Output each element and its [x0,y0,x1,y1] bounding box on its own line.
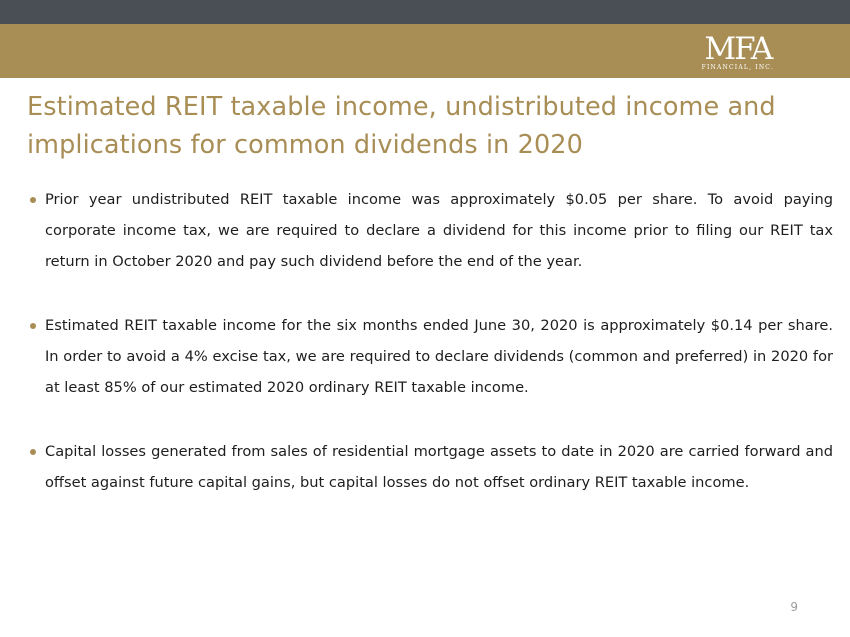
page-number: 9 [790,600,798,614]
bullet-text: Prior year undistributed REIT taxable in… [45,191,833,270]
company-logo: MFA FINANCIAL, INC. [702,34,774,72]
bullet-dot-icon [30,323,36,329]
bullet-list: Prior year undistributed REIT taxable in… [28,184,833,531]
slide-title: Estimated REIT taxable income, undistrib… [27,92,776,160]
logo-subtitle: FINANCIAL, INC. [701,64,774,71]
bullet-text: Estimated REIT taxable income for the si… [45,317,833,396]
header-band [0,24,850,78]
bullet-dot-icon [30,449,36,455]
top-bar [0,0,850,24]
bullet-item: Prior year undistributed REIT taxable in… [28,184,833,277]
bullet-item: Estimated REIT taxable income for the si… [28,310,833,403]
bullet-text: Capital losses generated from sales of r… [45,443,833,491]
logo-mark: MFA [704,31,773,67]
bullet-dot-icon [30,197,36,203]
bullet-item: Capital losses generated from sales of r… [28,436,833,498]
